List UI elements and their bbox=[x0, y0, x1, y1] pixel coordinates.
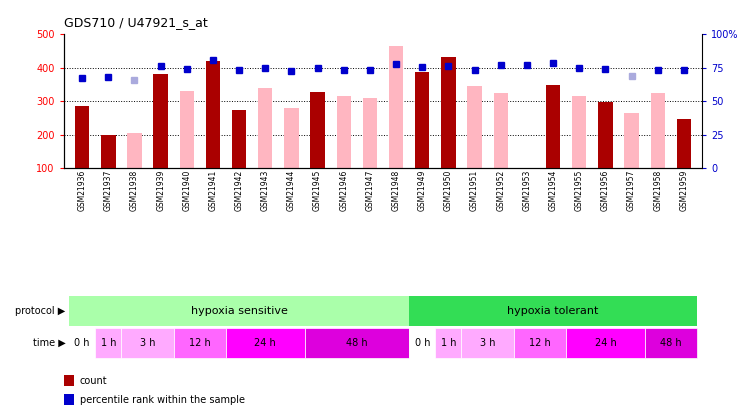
Bar bbox=[101, 134, 116, 168]
Bar bbox=[75, 106, 89, 168]
Bar bbox=[284, 108, 299, 168]
Bar bbox=[232, 110, 246, 168]
Bar bbox=[572, 96, 587, 168]
Text: 3 h: 3 h bbox=[140, 338, 155, 348]
Text: 0 h: 0 h bbox=[415, 338, 430, 348]
Bar bbox=[389, 46, 403, 168]
Bar bbox=[467, 86, 482, 168]
Text: hypoxia sensitive: hypoxia sensitive bbox=[191, 306, 288, 316]
Bar bbox=[258, 88, 273, 168]
Bar bbox=[206, 61, 220, 168]
Text: 1 h: 1 h bbox=[101, 338, 116, 348]
Bar bbox=[310, 92, 324, 168]
Text: protocol ▶: protocol ▶ bbox=[15, 306, 65, 316]
Text: 12 h: 12 h bbox=[529, 338, 550, 348]
Bar bbox=[677, 119, 691, 168]
Text: 3 h: 3 h bbox=[480, 338, 496, 348]
Bar bbox=[153, 74, 167, 168]
Text: GDS710 / U47921_s_at: GDS710 / U47921_s_at bbox=[64, 16, 207, 29]
Text: 1 h: 1 h bbox=[441, 338, 456, 348]
Text: time ▶: time ▶ bbox=[32, 338, 65, 348]
Bar bbox=[336, 96, 351, 168]
Text: 12 h: 12 h bbox=[189, 338, 211, 348]
Bar bbox=[179, 91, 194, 168]
Text: hypoxia tolerant: hypoxia tolerant bbox=[508, 306, 599, 316]
Text: count: count bbox=[80, 376, 107, 386]
Text: 24 h: 24 h bbox=[595, 338, 617, 348]
Text: 24 h: 24 h bbox=[255, 338, 276, 348]
Text: 48 h: 48 h bbox=[660, 338, 682, 348]
Bar bbox=[650, 93, 665, 168]
Bar bbox=[493, 93, 508, 168]
Bar bbox=[442, 57, 456, 168]
Bar bbox=[127, 133, 142, 168]
Text: 48 h: 48 h bbox=[346, 338, 368, 348]
Bar bbox=[546, 85, 560, 168]
Bar bbox=[624, 113, 639, 168]
Bar bbox=[363, 98, 377, 168]
Text: percentile rank within the sample: percentile rank within the sample bbox=[80, 395, 245, 405]
Bar bbox=[415, 72, 430, 168]
Text: 0 h: 0 h bbox=[74, 338, 90, 348]
Bar bbox=[599, 102, 613, 168]
